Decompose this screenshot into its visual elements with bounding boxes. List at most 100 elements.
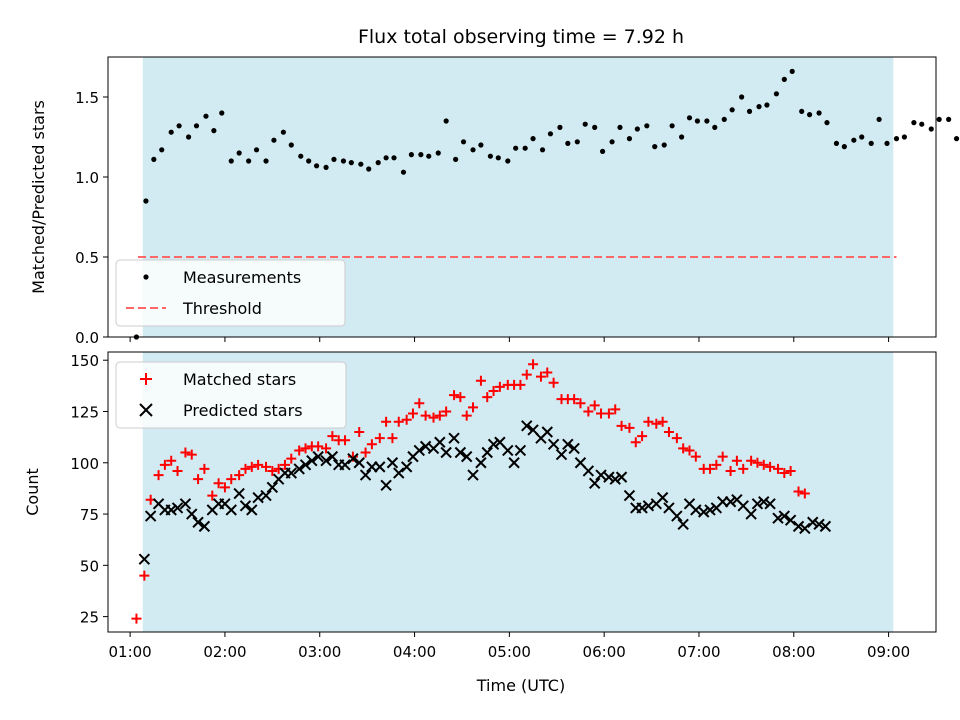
predicted-star-point	[568, 442, 580, 455]
matched-star-point	[494, 381, 505, 392]
legend-label: Measurements	[183, 268, 301, 287]
measurement-point	[946, 116, 952, 122]
predicted-star-point	[440, 446, 452, 459]
matched-star-point	[393, 416, 404, 427]
measurement-point	[306, 158, 312, 164]
matched-star-point	[286, 453, 297, 464]
time-x-tick-label: 05:00	[488, 643, 531, 661]
matched-star-point	[159, 459, 170, 470]
predicted-star-point	[400, 461, 413, 473]
predicted-star-point	[347, 452, 359, 465]
measurement-point	[806, 112, 813, 118]
matched-star-point	[387, 433, 398, 444]
measurement-point	[487, 153, 493, 159]
legend-measurement-marker	[143, 274, 149, 280]
predicted-star-point	[615, 471, 628, 483]
matched-star-point	[428, 412, 439, 423]
matched-star-point	[468, 402, 479, 413]
measurement-point	[824, 120, 830, 126]
ratio-legend: Measurements Threshold	[115, 259, 346, 327]
predicted-star-point	[514, 444, 527, 457]
measurement-point	[764, 102, 770, 108]
measurement-point	[928, 126, 934, 132]
predicted-star-point	[541, 426, 553, 438]
matched-star-point	[434, 410, 445, 421]
matched-star-point	[354, 427, 365, 437]
measurement-point	[340, 158, 347, 164]
measurement-point	[143, 198, 149, 204]
matched-star-point	[313, 441, 324, 452]
measurement-point	[323, 164, 329, 170]
measurement-point	[522, 145, 528, 151]
predicted-star-point	[165, 504, 177, 516]
predicted-star-point	[299, 459, 312, 471]
predicted-star-point	[807, 516, 819, 528]
measurement-point	[271, 137, 277, 143]
legend-predicted-marker	[139, 403, 153, 417]
predicted-star-point	[386, 457, 399, 469]
ratio-axes-frame	[107, 56, 937, 338]
matched-star-point	[610, 404, 621, 415]
measurement-point	[789, 68, 795, 74]
time-x-tick-label: 02:00	[203, 643, 246, 661]
measurement-point	[453, 156, 459, 162]
matched-star-point	[461, 410, 472, 421]
matched-star-point	[637, 431, 648, 442]
measurement-point	[435, 150, 441, 156]
measurement-point	[470, 147, 476, 153]
matched-star-point	[226, 474, 237, 485]
measurement-point	[669, 123, 675, 129]
predicted-star-point	[198, 520, 211, 533]
matched-star-point	[366, 439, 377, 450]
matched-star-point	[528, 359, 539, 370]
predicted-star-point	[186, 508, 198, 520]
predicted-star-point	[475, 457, 487, 469]
predicted-star-point	[758, 496, 770, 508]
predicted-star-point	[502, 444, 514, 457]
predicted-star-point	[312, 450, 324, 463]
measurement-point	[868, 140, 874, 146]
predicted-star-point	[359, 469, 372, 481]
matched-star-point	[717, 451, 728, 462]
predicted-star-point	[339, 459, 351, 471]
matched-star-point	[488, 385, 499, 396]
measurement-point	[185, 134, 192, 140]
measurement-point	[599, 148, 606, 154]
measurement-point	[460, 139, 467, 145]
measurement-point	[228, 158, 234, 164]
matched-star-point	[758, 459, 769, 470]
matched-star-point	[213, 478, 224, 489]
measurement-point	[375, 160, 381, 166]
count-y-tick-label: 100	[70, 455, 99, 473]
measurement-point	[893, 136, 900, 142]
predicted-star-point	[374, 461, 386, 473]
predicted-star-point	[306, 455, 318, 467]
matched-star-point	[261, 461, 272, 472]
matched-star-point	[711, 459, 722, 470]
predicted-star-point	[171, 502, 184, 514]
matched-star-point	[240, 463, 251, 474]
count-panel: 25 50 75 100 125 150 01:00 02:00 03:00 04:00 05:00…	[70, 351, 937, 661]
measurement-point	[876, 116, 882, 122]
predicted-star-point	[448, 432, 460, 444]
predicted-star-point	[239, 500, 252, 512]
predicted-star-point	[562, 438, 574, 451]
matched-star-point	[515, 379, 526, 390]
measurement-point	[756, 104, 762, 110]
measurement-point	[263, 158, 269, 164]
measurement-point	[617, 124, 623, 130]
measurement-point	[159, 147, 165, 153]
matched-star-point	[327, 431, 338, 442]
measurement-point	[547, 131, 554, 137]
measurement-point	[851, 137, 857, 143]
ratio-y-tick-label: 1.5	[75, 89, 99, 107]
measurement-point	[219, 110, 225, 116]
matched-star-point	[153, 470, 164, 481]
predicted-star-point	[393, 467, 405, 479]
measurement-point	[236, 150, 242, 156]
measurement-point	[348, 160, 354, 166]
predicted-star-point	[225, 504, 237, 516]
matched-star-point	[455, 392, 466, 403]
measurement-point	[383, 155, 389, 161]
